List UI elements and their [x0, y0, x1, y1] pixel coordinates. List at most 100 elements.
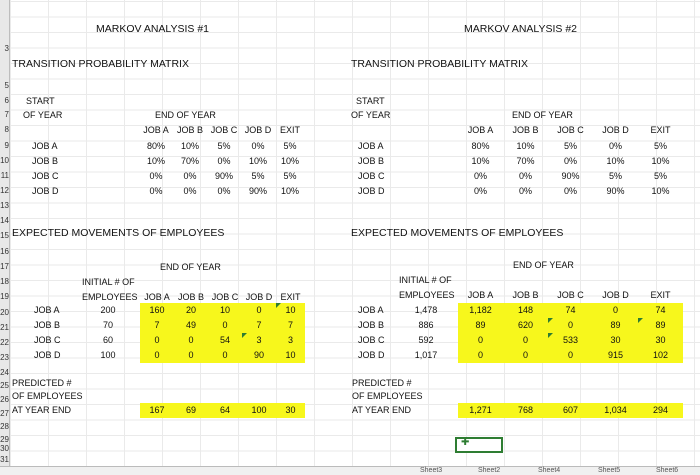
- right-matrix-cell[interactable]: 10%: [651, 156, 670, 166]
- row-number[interactable]: 18: [0, 277, 9, 286]
- right-movement-cell[interactable]: 0: [522, 350, 528, 360]
- left-movement-cell[interactable]: 54: [219, 335, 230, 345]
- right-initial-cell[interactable]: 1,478: [414, 305, 438, 315]
- cell-grid[interactable]: [10, 0, 700, 466]
- row-number[interactable]: 31: [0, 455, 9, 464]
- left-matrix-cell[interactable]: 0%: [149, 186, 163, 196]
- right-initial-cell[interactable]: 1,017: [414, 350, 438, 360]
- left-movement-cell[interactable]: 10: [219, 305, 230, 315]
- right-movement-cell[interactable]: 0: [567, 350, 573, 360]
- right-matrix-cell[interactable]: 90%: [561, 171, 580, 181]
- right-matrix-cell[interactable]: 10%: [651, 186, 670, 196]
- row-number[interactable]: 15: [0, 231, 9, 240]
- left-matrix-cell[interactable]: 70%: [180, 156, 199, 166]
- sheet-tab[interactable]: Sheet5: [598, 467, 621, 474]
- row-number[interactable]: 25: [0, 381, 9, 390]
- sheet-tab[interactable]: Sheet3: [420, 467, 443, 474]
- right-matrix-cell[interactable]: 0%: [518, 171, 532, 181]
- left-matrix-cell[interactable]: 80%: [146, 141, 165, 151]
- sheet-tab[interactable]: Sheet6: [656, 467, 679, 474]
- right-matrix-cell[interactable]: 10%: [471, 156, 490, 166]
- left-matrix-cell[interactable]: 5%: [251, 171, 265, 181]
- left-movement-cell[interactable]: 0: [222, 350, 228, 360]
- row-number[interactable]: 22: [0, 338, 9, 347]
- error-indicator-icon[interactable]: [242, 333, 247, 338]
- row-number[interactable]: 16: [0, 247, 9, 256]
- left-predicted-cell[interactable]: 64: [219, 405, 230, 415]
- left-movement-cell[interactable]: 0: [256, 305, 262, 315]
- right-movement-cell[interactable]: 0: [477, 350, 483, 360]
- left-movement-cell[interactable]: 0: [222, 320, 228, 330]
- row-number[interactable]: 29: [0, 435, 9, 444]
- left-movement-cell[interactable]: 7: [287, 320, 293, 330]
- right-matrix-cell[interactable]: 5%: [608, 171, 622, 181]
- left-matrix-cell[interactable]: 0%: [217, 186, 231, 196]
- left-movement-cell[interactable]: 49: [185, 320, 196, 330]
- left-matrix-cell[interactable]: 0%: [217, 156, 231, 166]
- row-number[interactable]: 9: [4, 141, 9, 150]
- right-matrix-cell[interactable]: 0%: [608, 141, 622, 151]
- row-number[interactable]: 28: [0, 422, 9, 431]
- right-matrix-cell[interactable]: 5%: [563, 141, 577, 151]
- right-matrix-cell[interactable]: 0%: [563, 186, 577, 196]
- right-movement-cell[interactable]: 30: [655, 335, 666, 345]
- right-predicted-cell[interactable]: 607: [562, 405, 579, 415]
- right-initial-cell[interactable]: 886: [418, 320, 434, 330]
- right-movement-cell[interactable]: 620: [517, 320, 534, 330]
- row-number[interactable]: 17: [0, 262, 9, 271]
- right-matrix-cell[interactable]: 80%: [471, 141, 490, 151]
- row-number[interactable]: 19: [0, 292, 9, 301]
- right-movement-cell[interactable]: 89: [610, 320, 621, 330]
- left-matrix-cell[interactable]: 10%: [280, 156, 299, 166]
- left-matrix-cell[interactable]: 0%: [149, 171, 163, 181]
- left-movement-cell[interactable]: 160: [149, 305, 165, 315]
- left-movement-cell[interactable]: 20: [185, 305, 196, 315]
- left-matrix-cell[interactable]: 10%: [146, 156, 165, 166]
- sheet-tab[interactable]: Sheet2: [478, 467, 501, 474]
- right-matrix-cell[interactable]: 0%: [518, 186, 532, 196]
- left-matrix-cell[interactable]: 10%: [280, 186, 299, 196]
- error-indicator-icon[interactable]: [276, 303, 281, 308]
- row-number[interactable]: 13: [0, 201, 9, 210]
- right-movement-cell[interactable]: 915: [607, 350, 624, 360]
- left-movement-cell[interactable]: 10: [285, 350, 296, 360]
- left-movement-cell[interactable]: 0: [154, 350, 160, 360]
- right-movement-cell[interactable]: 74: [565, 305, 576, 315]
- right-predicted-cell[interactable]: 1,034: [604, 405, 627, 415]
- row-number[interactable]: 6: [4, 96, 9, 105]
- left-movement-cell[interactable]: 3: [256, 335, 262, 345]
- right-matrix-cell[interactable]: 5%: [653, 171, 667, 181]
- left-predicted-cell[interactable]: 167: [149, 405, 165, 415]
- right-predicted-cell[interactable]: 1,271: [469, 405, 492, 415]
- left-movement-cell[interactable]: 0: [188, 350, 194, 360]
- right-movement-cell[interactable]: 30: [610, 335, 621, 345]
- row-number[interactable]: 10: [0, 156, 9, 165]
- row-number[interactable]: 12: [0, 186, 9, 195]
- left-movement-cell[interactable]: 7: [154, 320, 160, 330]
- right-movement-cell[interactable]: 89: [655, 320, 666, 330]
- left-predicted-cell[interactable]: 100: [251, 405, 267, 415]
- left-matrix-cell[interactable]: 0%: [183, 186, 197, 196]
- left-matrix-cell[interactable]: 0%: [183, 171, 197, 181]
- right-movement-cell[interactable]: 74: [655, 305, 666, 315]
- left-initial-cell[interactable]: 200: [100, 305, 116, 315]
- row-number[interactable]: 27: [0, 409, 9, 418]
- left-matrix-cell[interactable]: 90%: [248, 186, 267, 196]
- row-number[interactable]: 3: [4, 44, 9, 53]
- right-matrix-cell[interactable]: 10%: [516, 141, 535, 151]
- row-number[interactable]: 21: [0, 323, 9, 332]
- right-matrix-cell[interactable]: 0%: [473, 186, 487, 196]
- right-matrix-cell[interactable]: 0%: [563, 156, 577, 166]
- left-movement-cell[interactable]: 3: [287, 335, 293, 345]
- sheet-tab[interactable]: Sheet4: [538, 467, 561, 474]
- right-movement-cell[interactable]: 102: [652, 350, 669, 360]
- left-matrix-cell[interactable]: 10%: [248, 156, 267, 166]
- left-movement-cell[interactable]: 0: [154, 335, 160, 345]
- right-initial-cell[interactable]: 592: [418, 335, 434, 345]
- left-initial-cell[interactable]: 70: [102, 320, 113, 330]
- right-movement-cell[interactable]: 0: [567, 320, 573, 330]
- right-movement-cell[interactable]: 148: [517, 305, 534, 315]
- right-matrix-cell[interactable]: 10%: [606, 156, 625, 166]
- row-number[interactable]: 7: [4, 110, 9, 119]
- row-number[interactable]: 5: [4, 81, 9, 90]
